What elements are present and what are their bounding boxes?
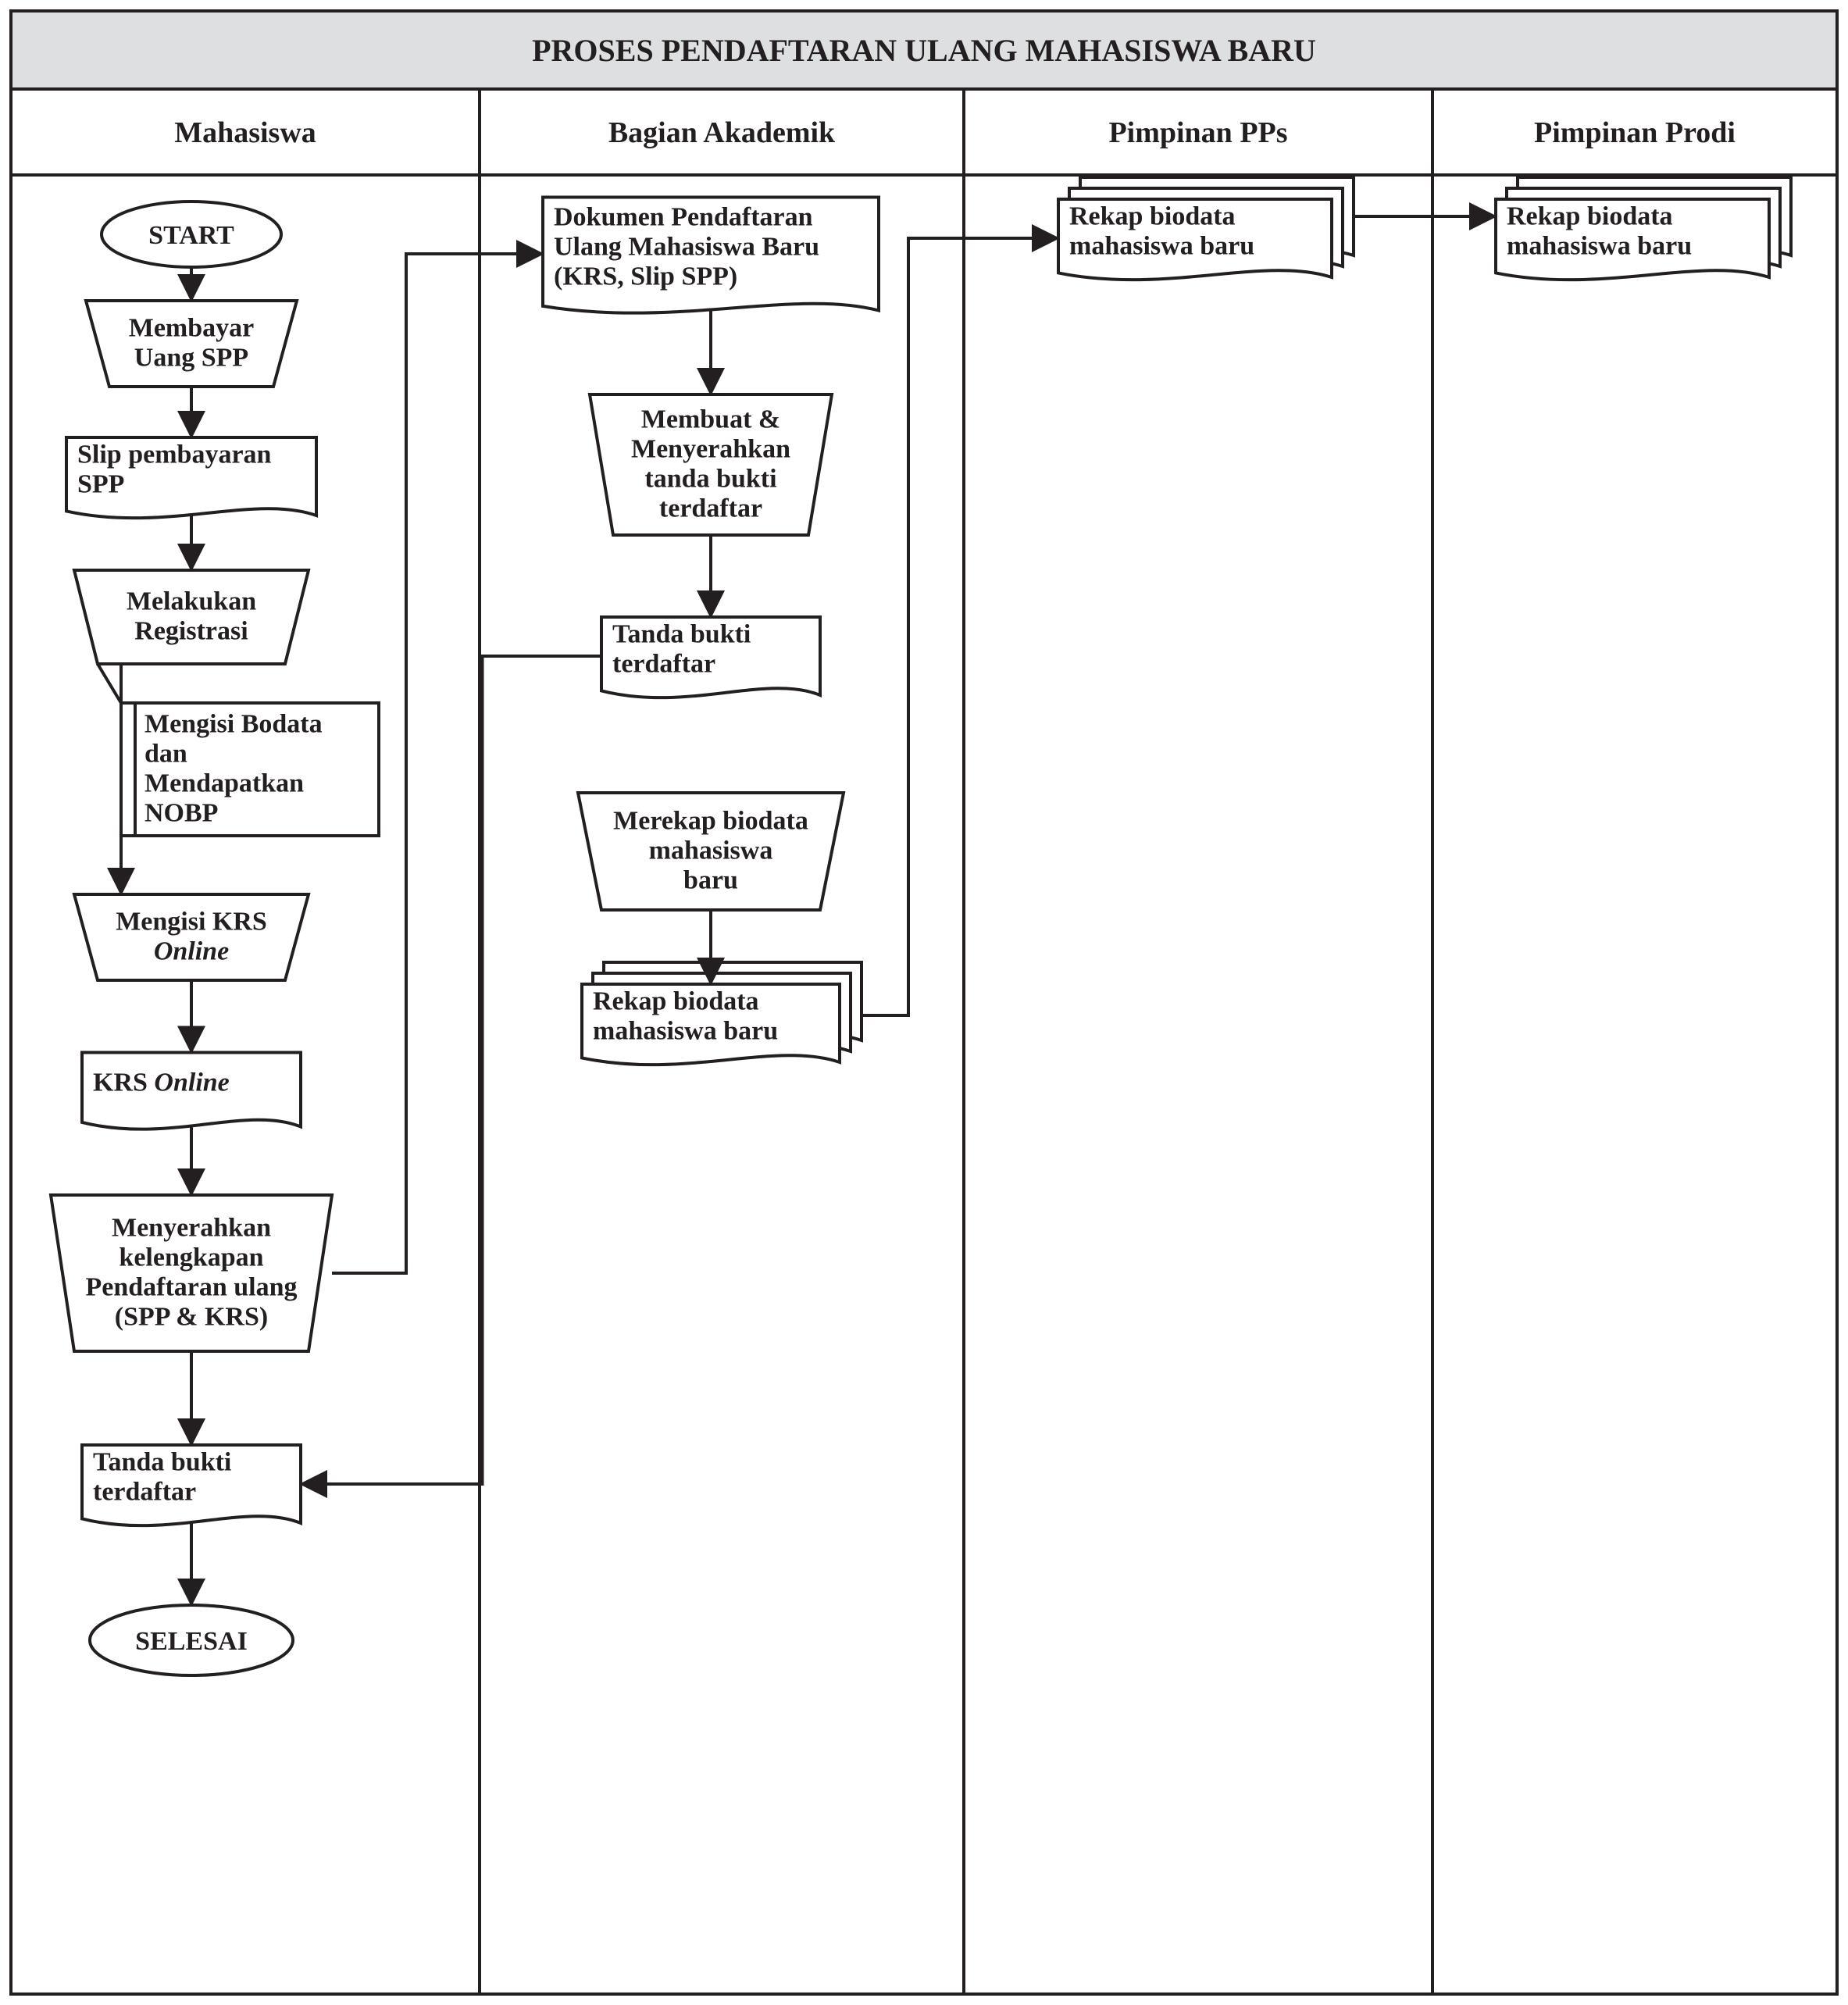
svg-text:baru: baru <box>683 866 738 895</box>
svg-text:Rekap biodata: Rekap biodata <box>593 987 759 1016</box>
node-subBiodata: Mengisi BodatadanMendapatkanNOBP <box>121 703 379 836</box>
svg-text:START: START <box>148 221 234 250</box>
svg-text:Membuat &: Membuat & <box>641 405 780 434</box>
svg-text:Slip pembayaran: Slip pembayaran <box>77 441 272 469</box>
node-buktiAkad: Tanda buktiterdaftar <box>601 617 820 697</box>
svg-text:Rekap biodata: Rekap biodata <box>1507 202 1673 231</box>
svg-text:Rekap biodata: Rekap biodata <box>1069 202 1236 231</box>
svg-text:terdaftar: terdaftar <box>612 650 715 679</box>
column-header-mhs: Mahasiswa <box>174 116 316 149</box>
column-header-prodi: Pimpinan Prodi <box>1534 116 1736 149</box>
svg-text:Ulang Mahasiswa Baru: Ulang Mahasiswa Baru <box>554 233 819 262</box>
svg-text:Membayar: Membayar <box>129 314 255 343</box>
node-rekapAkad: Rekap biodatamahasiswa baru <box>582 962 862 1065</box>
node-serahLengkap: MenyerahkankelengkapanPendaftaran ulang(… <box>51 1195 332 1351</box>
node-rekapProcess: Merekap biodatamahasiswabaru <box>578 793 844 910</box>
svg-text:terdaftar: terdaftar <box>93 1478 196 1507</box>
svg-text:Menyerahkan: Menyerahkan <box>631 435 790 464</box>
svg-text:SELESAI: SELESAI <box>135 1627 248 1656</box>
diagram-title: PROSES PENDAFTARAN ULANG MAHASISWA BARU <box>532 33 1316 68</box>
svg-text:NOBP: NOBP <box>144 799 218 828</box>
svg-text:Pendaftaran ulang: Pendaftaran ulang <box>85 1273 297 1302</box>
svg-text:Uang SPP: Uang SPP <box>134 344 248 373</box>
svg-text:Tanda bukti: Tanda bukti <box>612 620 751 649</box>
node-start: START <box>102 202 281 267</box>
node-buktiMhs: Tanda buktiterdaftar <box>82 1445 301 1525</box>
svg-text:mahasiswa baru: mahasiswa baru <box>1507 232 1692 261</box>
svg-text:terdaftar: terdaftar <box>659 494 762 523</box>
svg-text:KRS Online: KRS Online <box>93 1069 230 1097</box>
svg-text:Merekap biodata: Merekap biodata <box>613 807 808 836</box>
node-bayarSPP: MembayarUang SPP <box>86 301 297 387</box>
svg-text:Melakukan: Melakukan <box>127 587 256 616</box>
svg-text:SPP: SPP <box>77 470 124 499</box>
node-slipSPP: Slip pembayaranSPP <box>66 437 316 518</box>
svg-text:Menyerahkan: Menyerahkan <box>112 1214 271 1243</box>
svg-text:mahasiswa baru: mahasiswa baru <box>593 1017 778 1046</box>
node-rekapPPs: Rekap biodatamahasiswa baru <box>1058 177 1354 280</box>
column-header-pps: Pimpinan PPs <box>1108 116 1287 149</box>
node-rekapProdi: Rekap biodatamahasiswa baru <box>1496 177 1791 280</box>
svg-text:tanda bukti: tanda bukti <box>644 465 776 494</box>
svg-text:Registrasi: Registrasi <box>134 617 248 646</box>
svg-text:Mengisi KRS: Mengisi KRS <box>116 908 267 936</box>
svg-text:(KRS, Slip SPP): (KRS, Slip SPP) <box>554 262 737 291</box>
svg-text:Mengisi Bodata: Mengisi Bodata <box>144 710 323 739</box>
svg-text:Tanda bukti: Tanda bukti <box>93 1448 231 1477</box>
node-krsOnline: KRS Online <box>82 1053 301 1129</box>
node-registrasi: MelakukanRegistrasi <box>74 570 309 664</box>
svg-text:Online: Online <box>154 937 229 966</box>
node-selesai: SELESAI <box>90 1605 293 1675</box>
node-buatBukti: Membuat &Menyerahkantanda buktiterdaftar <box>590 394 832 535</box>
svg-text:mahasiswa: mahasiswa <box>649 837 773 865</box>
swimlane-flowchart: PROSES PENDAFTARAN ULANG MAHASISWA BARU M… <box>0 0 1848 2005</box>
column-header-akad: Bagian Akademik <box>608 116 836 149</box>
svg-text:Dokumen Pendaftaran: Dokumen Pendaftaran <box>554 203 813 232</box>
svg-text:kelengkapan: kelengkapan <box>119 1243 263 1272</box>
svg-text:(SPP & KRS): (SPP & KRS) <box>115 1303 268 1332</box>
svg-text:Mendapatkan: Mendapatkan <box>144 769 304 798</box>
svg-text:mahasiswa baru: mahasiswa baru <box>1069 232 1254 261</box>
node-isiKRS: Mengisi KRSOnline <box>74 894 309 980</box>
svg-text:dan: dan <box>144 740 187 769</box>
node-dokPendaftaran: Dokumen PendaftaranUlang Mahasiswa Baru(… <box>543 198 879 313</box>
